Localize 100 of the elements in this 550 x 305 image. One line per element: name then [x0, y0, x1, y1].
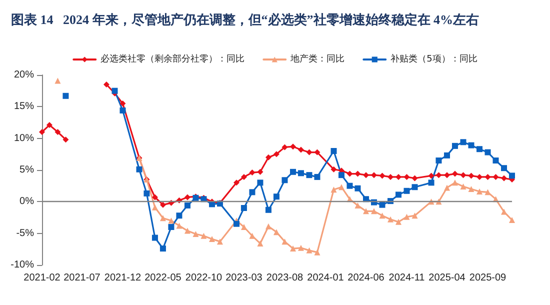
point — [444, 152, 450, 158]
point — [168, 218, 174, 224]
point — [379, 172, 386, 179]
point — [298, 146, 304, 153]
legend-label: 补贴类（5项）：同比 — [390, 54, 478, 64]
point — [379, 202, 386, 208]
x-tick-label: 2021-02 — [24, 272, 61, 284]
y-tick-label: -5% — [16, 228, 34, 239]
point — [273, 229, 280, 236]
point — [234, 180, 240, 186]
point — [354, 185, 361, 192]
point — [200, 232, 207, 239]
point — [265, 154, 272, 160]
point — [240, 224, 247, 230]
point — [120, 107, 126, 114]
point — [412, 184, 418, 190]
point — [501, 175, 508, 182]
point — [240, 205, 247, 211]
point — [404, 188, 410, 194]
point — [160, 246, 166, 252]
point — [338, 172, 344, 178]
point — [452, 142, 458, 149]
y-tick-label: -10% — [10, 260, 34, 270]
point — [192, 230, 199, 237]
point — [388, 216, 394, 222]
point — [176, 212, 182, 219]
point — [428, 172, 434, 179]
x-tick-label: 2024-06 — [348, 272, 385, 284]
point — [249, 170, 256, 176]
point — [103, 82, 110, 88]
point — [176, 222, 182, 229]
point — [452, 180, 458, 186]
point — [144, 190, 150, 196]
point — [362, 172, 369, 178]
x-tick-label: 2023-03 — [226, 272, 263, 284]
point — [152, 234, 158, 241]
point — [290, 246, 296, 252]
point — [404, 214, 410, 220]
point — [290, 168, 296, 175]
point — [492, 174, 499, 180]
point — [306, 247, 312, 254]
point — [476, 146, 482, 152]
point — [436, 172, 442, 178]
x-tick-label: 2024-01 — [307, 272, 344, 284]
point — [168, 224, 174, 230]
x-tick-label: 2022-05 — [144, 272, 182, 284]
point — [54, 78, 61, 84]
point — [460, 172, 466, 178]
point — [257, 168, 264, 175]
point — [306, 172, 312, 178]
point — [484, 149, 491, 156]
y-tick-label: 20% — [14, 70, 34, 80]
legend-label: 地产类：同比 — [290, 54, 345, 64]
point — [476, 174, 482, 180]
point — [484, 189, 491, 196]
point — [412, 175, 418, 182]
point — [273, 151, 280, 158]
point — [468, 186, 474, 192]
point — [298, 170, 304, 176]
point — [257, 240, 264, 246]
point — [404, 174, 410, 180]
x-tick-label: 2022-10 — [185, 272, 223, 284]
point — [395, 192, 402, 198]
legend-label: 必选类社零（剩余部分社零）：同比 — [100, 54, 245, 64]
point — [395, 218, 402, 225]
point — [346, 182, 353, 189]
point — [39, 129, 45, 135]
chart-title: 图表 14 2024 年来，尽管地产仍在调整，但“必选类”社零增速始终稳定在 4%左右 — [11, 12, 479, 27]
point — [330, 166, 337, 172]
y-tick-label: 5% — [20, 164, 34, 176]
point — [501, 165, 508, 172]
y-tick-label: 0% — [20, 196, 34, 208]
point — [370, 208, 377, 214]
point — [460, 139, 466, 146]
point — [444, 184, 450, 191]
point — [120, 100, 126, 106]
point — [379, 212, 386, 219]
point — [265, 223, 272, 230]
point — [152, 194, 158, 200]
point — [273, 194, 280, 200]
x-tick-label: 2023-08 — [266, 272, 304, 284]
point — [460, 183, 466, 190]
x-tick-label: 2025-09 — [469, 272, 507, 284]
point — [184, 228, 190, 234]
point — [54, 129, 61, 135]
point — [362, 208, 369, 214]
point — [216, 238, 223, 245]
point — [338, 184, 344, 190]
point — [160, 202, 166, 208]
point — [476, 188, 482, 195]
point — [452, 170, 458, 177]
point — [330, 148, 337, 154]
point — [468, 142, 474, 148]
point — [257, 180, 264, 186]
point — [184, 194, 190, 200]
point — [354, 202, 361, 208]
point — [112, 88, 118, 94]
point — [468, 172, 474, 179]
point — [314, 249, 320, 256]
x-tick-label: 2024-11 — [388, 272, 426, 284]
